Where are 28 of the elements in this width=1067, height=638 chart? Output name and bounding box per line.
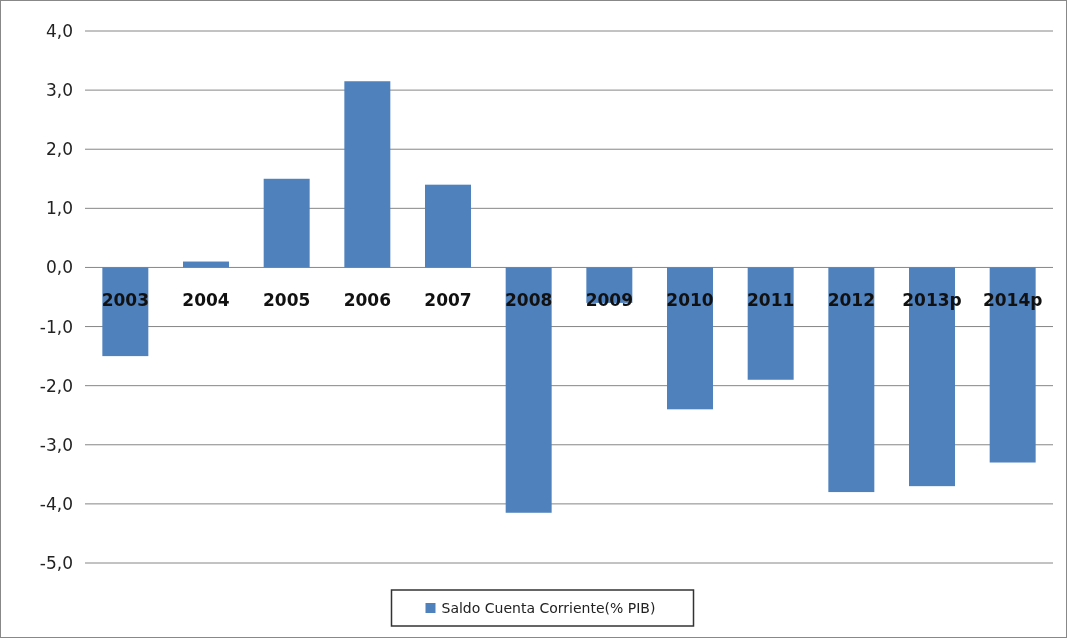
bar <box>505 267 552 513</box>
y-tick-label: 4,0 <box>45 20 73 41</box>
bar <box>425 184 471 268</box>
y-tick-label: 0,0 <box>45 257 73 278</box>
y-tick-label: -3,0 <box>39 434 73 455</box>
bar <box>667 267 713 410</box>
x-tick-label: 2007 <box>424 290 472 311</box>
x-tick-label: 2008 <box>505 290 553 311</box>
y-tick-label: -2,0 <box>39 375 73 396</box>
bar <box>828 267 875 493</box>
y-tick-label: -5,0 <box>39 552 73 573</box>
x-tick-label: 2004 <box>182 290 230 311</box>
bar <box>747 267 794 380</box>
y-tick-label: 1,0 <box>45 198 73 219</box>
x-tick-label: 2005 <box>263 290 311 311</box>
x-tick-label: 2003 <box>101 290 149 311</box>
x-tick-label: 2006 <box>343 290 391 311</box>
bar <box>263 178 310 268</box>
x-tick-label: 2012 <box>827 290 875 311</box>
x-tick-label: 2010 <box>666 290 714 311</box>
y-tick-label: 3,0 <box>45 80 73 101</box>
y-tick-label: 2,0 <box>45 139 73 160</box>
y-tick-label: -1,0 <box>39 316 73 337</box>
bar <box>344 81 391 268</box>
x-tick-label: 2011 <box>747 290 795 311</box>
legend-label: Saldo Cuenta Corriente(% PIB) <box>441 599 656 616</box>
y-tick-label: -4,0 <box>39 493 73 514</box>
bar <box>102 267 149 357</box>
